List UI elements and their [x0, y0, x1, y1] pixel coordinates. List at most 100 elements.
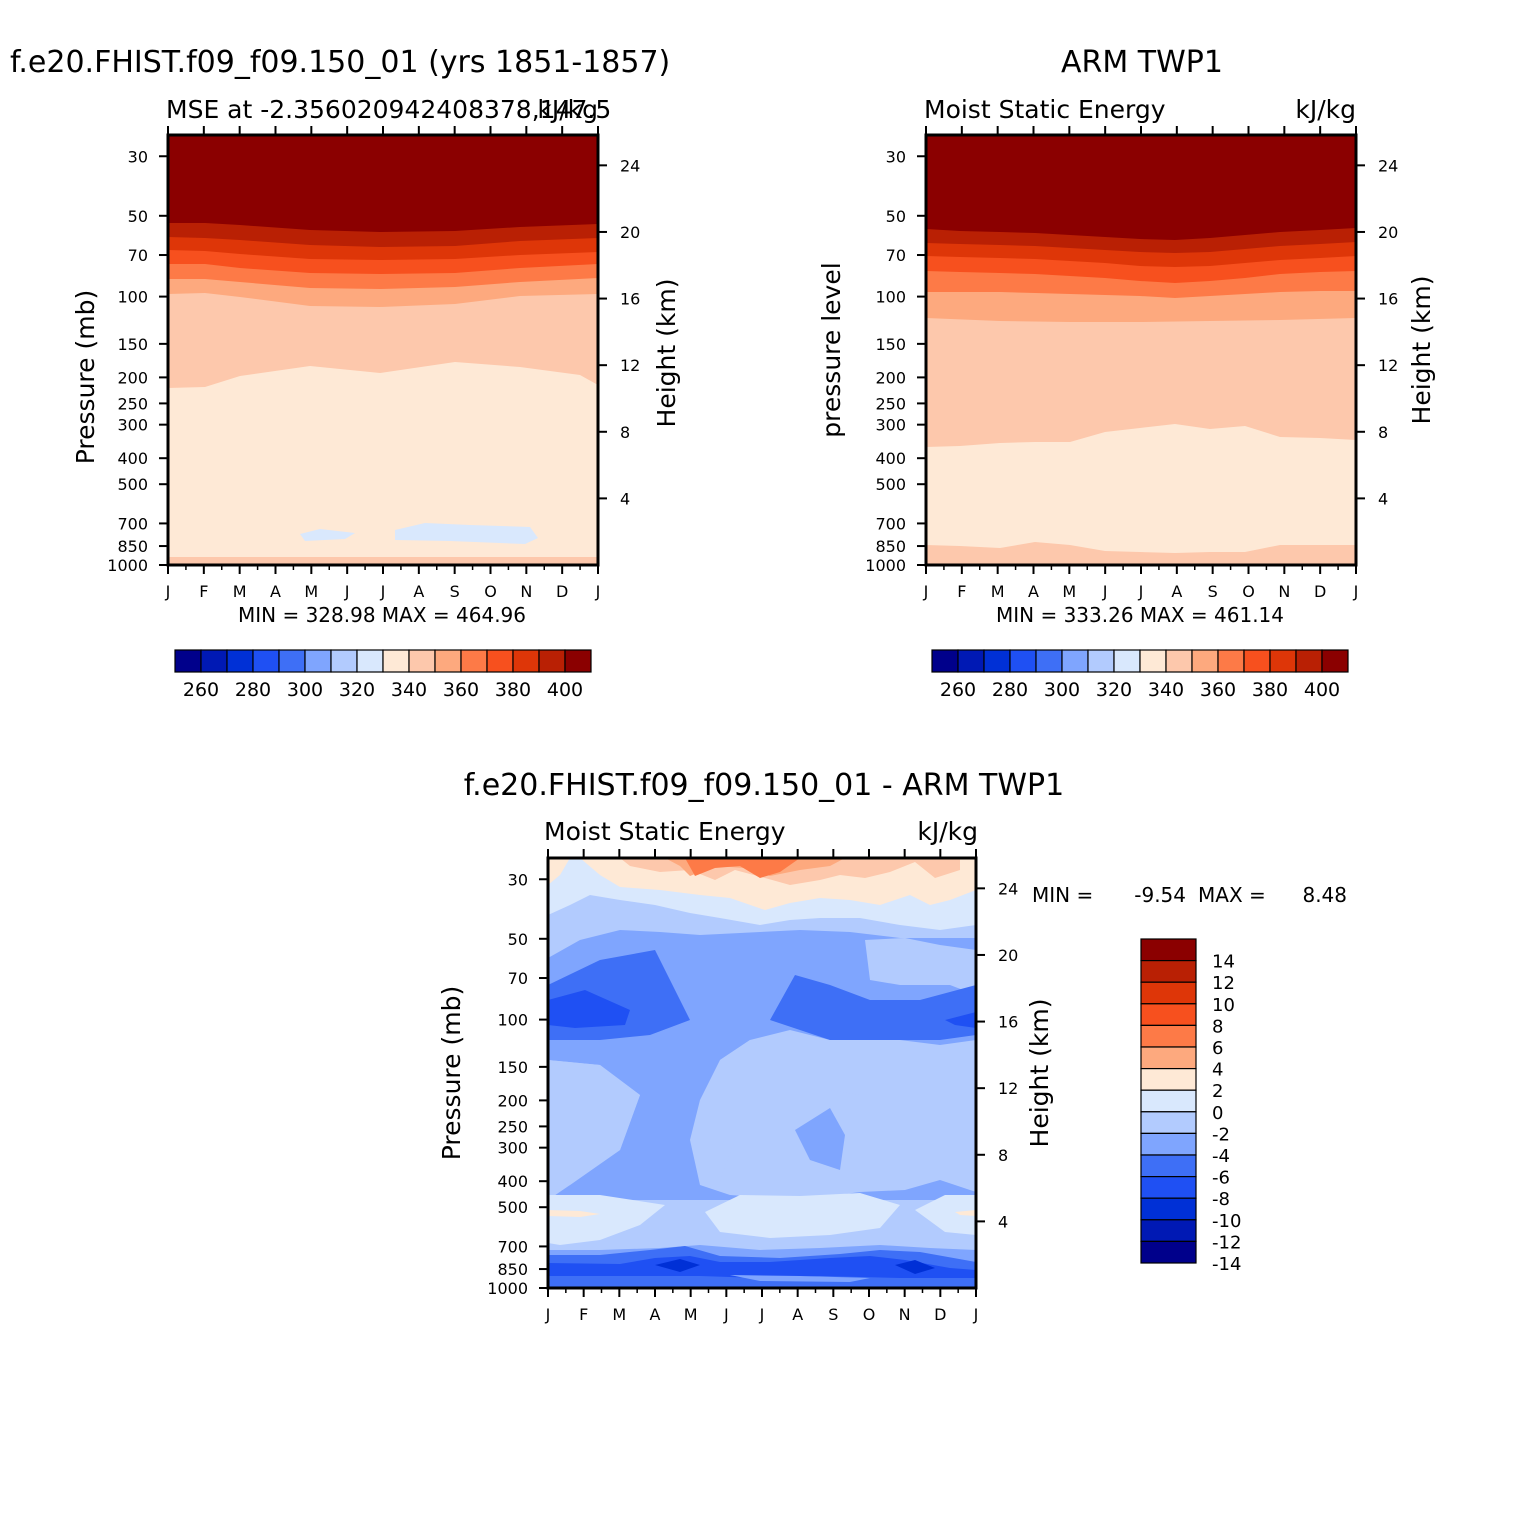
y-tick-label: 100 — [875, 288, 906, 307]
y-tick-label: 100 — [497, 1011, 528, 1030]
y-right-tick-label: 12 — [998, 1079, 1018, 1098]
colorbar-swatch — [1140, 981, 1197, 1005]
colorbar-swatch — [1139, 649, 1167, 673]
panel-diff-ylabel: Pressure (mb) — [437, 986, 466, 1160]
y-tick-label: 100 — [117, 288, 148, 307]
x-tick-label: J — [545, 1305, 551, 1324]
x-tick-label: S — [1208, 582, 1218, 601]
panel-diff-min-value: -9.54 — [1134, 883, 1186, 907]
colorbar-swatch — [1165, 649, 1193, 673]
panel-model-field — [168, 135, 598, 565]
x-tick-label: J — [165, 582, 171, 601]
y-right-tick-label: 12 — [1378, 356, 1398, 375]
x-tick-label: F — [579, 1305, 588, 1324]
panel-obs-stats: MIN = 333.26 MAX = 461.14 — [996, 603, 1284, 627]
y-tick-label: 70 — [128, 246, 148, 265]
colorbar-swatch — [1087, 649, 1115, 673]
contour-band — [926, 542, 1356, 565]
colorbar-swatch — [1140, 938, 1197, 962]
colorbar-label: 340 — [391, 679, 427, 701]
colorbar-label: 14 — [1212, 952, 1235, 973]
panel-diff: f.e20.FHIST.f09_f09.150_01 - ARM TWP1 Mo… — [437, 768, 1347, 1324]
x-tick-label: N — [520, 582, 532, 601]
x-tick-label: J — [973, 1305, 979, 1324]
x-tick-label: M — [1062, 582, 1076, 601]
colorbar-swatch — [356, 649, 384, 673]
colorbar-label: 0 — [1212, 1103, 1223, 1124]
x-tick-label: J — [759, 1305, 765, 1324]
x-tick-label: S — [450, 582, 460, 601]
y-tick-label: 200 — [497, 1091, 528, 1110]
y-tick-label: 250 — [875, 394, 906, 413]
y-tick-label: 850 — [497, 1260, 528, 1279]
colorbar-swatch — [957, 649, 985, 673]
colorbar-swatch — [1140, 1240, 1197, 1264]
colorbar-swatch — [1140, 1219, 1197, 1243]
x-tick-label: J — [595, 582, 601, 601]
colorbar-swatch — [278, 649, 306, 673]
contour-band — [548, 1210, 600, 1217]
x-tick-label: J — [1138, 582, 1144, 601]
y-right-tick-label: 4 — [998, 1212, 1008, 1231]
panel-obs-field — [926, 135, 1356, 565]
colorbar-label: 300 — [1044, 679, 1080, 701]
colorbar-swatch — [564, 649, 592, 673]
colorbar-label: -4 — [1212, 1146, 1230, 1167]
panel-diff-ylabel-right: Height (km) — [1025, 999, 1054, 1148]
y-tick-label: 700 — [117, 514, 148, 533]
panel-diff-max-value: 8.48 — [1302, 883, 1347, 907]
contour-band — [705, 1193, 900, 1238]
y-tick-label: 300 — [497, 1139, 528, 1158]
y-right-tick-label: 16 — [1378, 290, 1398, 309]
colorbar-label: 260 — [183, 679, 219, 701]
panel-diff-max-label: MAX = — [1198, 883, 1266, 907]
y-tick-label: 150 — [875, 335, 906, 354]
colorbar-label: 320 — [1096, 679, 1132, 701]
y-right-tick-label: 8 — [998, 1146, 1008, 1165]
colorbar-swatch — [1140, 1197, 1197, 1221]
colorbar-label: 400 — [1304, 679, 1340, 701]
colorbar-label: 6 — [1212, 1038, 1223, 1059]
y-right-tick-label: 16 — [620, 290, 640, 309]
x-tick-label: O — [863, 1305, 876, 1324]
panel-obs: ARM TWP1 Moist Static Energy kJ/kg press… — [817, 45, 1436, 701]
y-tick-label: 70 — [886, 246, 906, 265]
colorbar-swatch — [434, 649, 462, 673]
contour-band — [548, 858, 570, 885]
y-right-tick-label: 24 — [620, 156, 640, 175]
y-right-tick-label: 8 — [620, 423, 630, 442]
panel-model-axes: J F M A M J J A S O N D J 30 50 70 100 150 200 250 300 400 500… — [107, 126, 640, 601]
colorbar-label: 10 — [1212, 995, 1235, 1016]
colorbar-label: 8 — [1212, 1016, 1223, 1037]
colorbar-label: -8 — [1212, 1189, 1230, 1210]
panel-diff-subtitle: Moist Static Energy — [544, 817, 786, 846]
contour-band — [795, 1108, 845, 1170]
colorbar-label: 280 — [992, 679, 1028, 701]
y-tick-label: 50 — [508, 930, 528, 949]
x-tick-label: A — [650, 1305, 661, 1324]
y-tick-label: 50 — [128, 207, 148, 226]
colorbar-swatch — [1295, 649, 1323, 673]
colorbar-label: -14 — [1212, 1254, 1241, 1275]
y-right-tick-label: 16 — [998, 1013, 1018, 1032]
contour-band — [548, 1276, 976, 1288]
colorbar-swatch — [1140, 1067, 1197, 1091]
colorbar-swatch — [1140, 1003, 1197, 1026]
colorbar-swatch — [1140, 1111, 1197, 1135]
colorbar-swatch — [1140, 1024, 1197, 1048]
colorbar-swatch — [200, 649, 228, 673]
colorbar-swatch — [330, 649, 358, 673]
colorbar-swatch — [983, 649, 1011, 673]
colorbar-swatch — [1113, 649, 1141, 673]
contour-band — [865, 938, 976, 995]
x-tick-label: A — [792, 1305, 803, 1324]
x-tick-label: D — [556, 582, 568, 601]
colorbar-label: -6 — [1212, 1168, 1230, 1189]
y-right-tick-label: 4 — [620, 489, 630, 508]
colorbar-swatch — [460, 649, 488, 673]
colorbar-swatch — [174, 649, 202, 673]
x-tick-label: M — [233, 582, 247, 601]
y-tick-label: 400 — [497, 1172, 528, 1191]
x-tick-label: D — [1314, 582, 1326, 601]
